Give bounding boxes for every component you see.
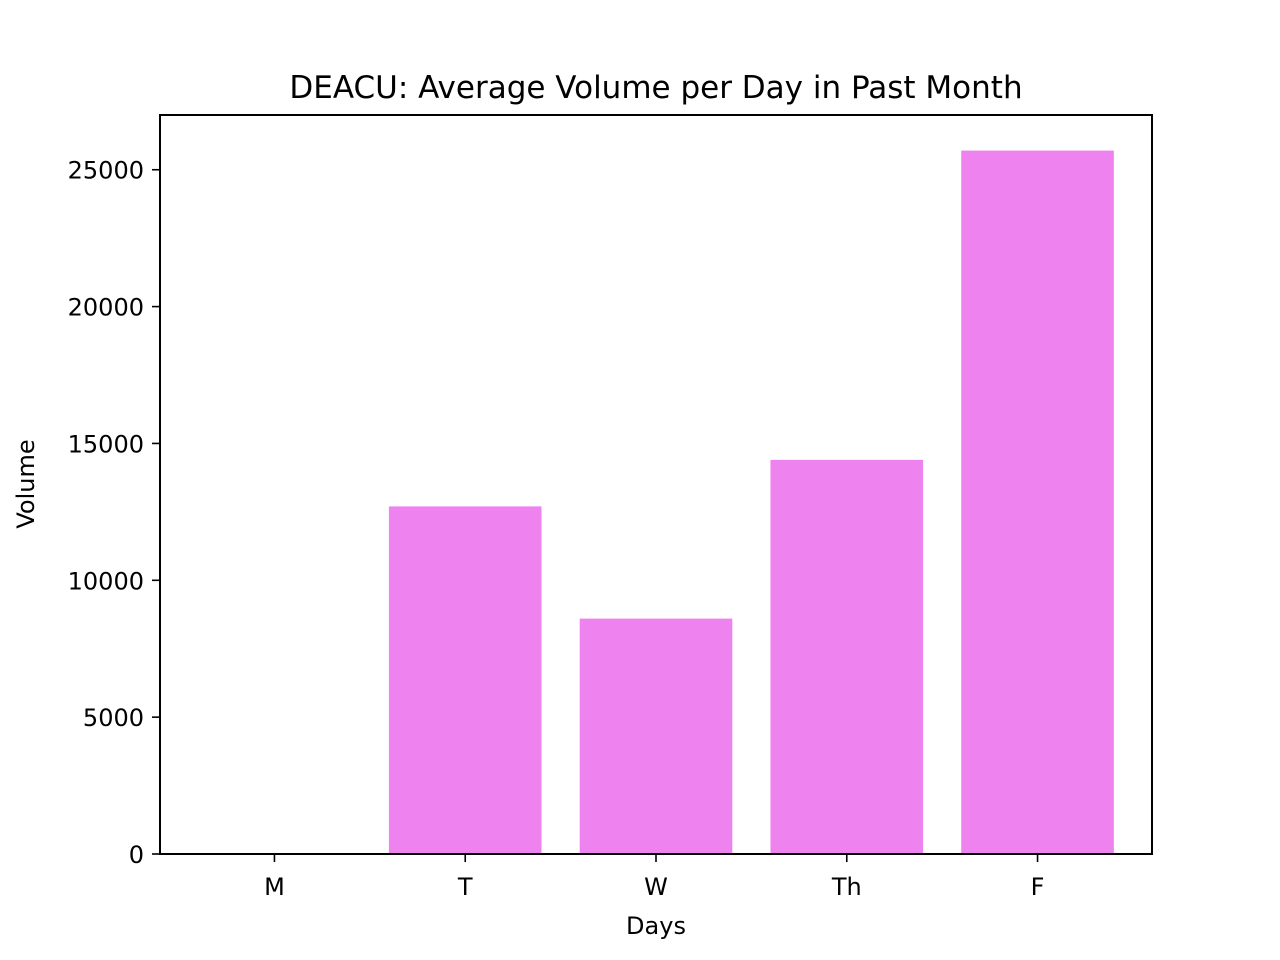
y-tick-label: 25000 bbox=[68, 157, 144, 185]
bar-t bbox=[388, 506, 542, 854]
bar-series bbox=[388, 150, 1114, 854]
bar-f bbox=[961, 150, 1114, 854]
x-tick-label: F bbox=[1031, 873, 1045, 901]
y-tick-label: 10000 bbox=[68, 567, 144, 595]
bar-w bbox=[579, 618, 733, 854]
x-tick-label: Th bbox=[831, 873, 862, 901]
x-tick-label: W bbox=[644, 873, 668, 901]
y-tick-label: 5000 bbox=[83, 704, 144, 732]
x-tick-label: T bbox=[457, 873, 473, 901]
y-axis-ticks: 0 5000 10000 15000 20000 25000 bbox=[68, 157, 160, 869]
plot-frame bbox=[159, 114, 1153, 855]
y-axis-label: Volume bbox=[12, 439, 40, 528]
bar-th bbox=[770, 459, 924, 854]
y-tick-label: 15000 bbox=[68, 430, 144, 458]
y-tick-label: 0 bbox=[129, 841, 144, 869]
x-tick-label: M bbox=[264, 873, 285, 901]
chart-title: DEACU: Average Volume per Day in Past Mo… bbox=[289, 70, 1022, 106]
x-axis-label: Days bbox=[626, 912, 686, 940]
x-axis-ticks: M T W Th F bbox=[264, 854, 1044, 901]
y-tick-label: 20000 bbox=[68, 294, 144, 322]
